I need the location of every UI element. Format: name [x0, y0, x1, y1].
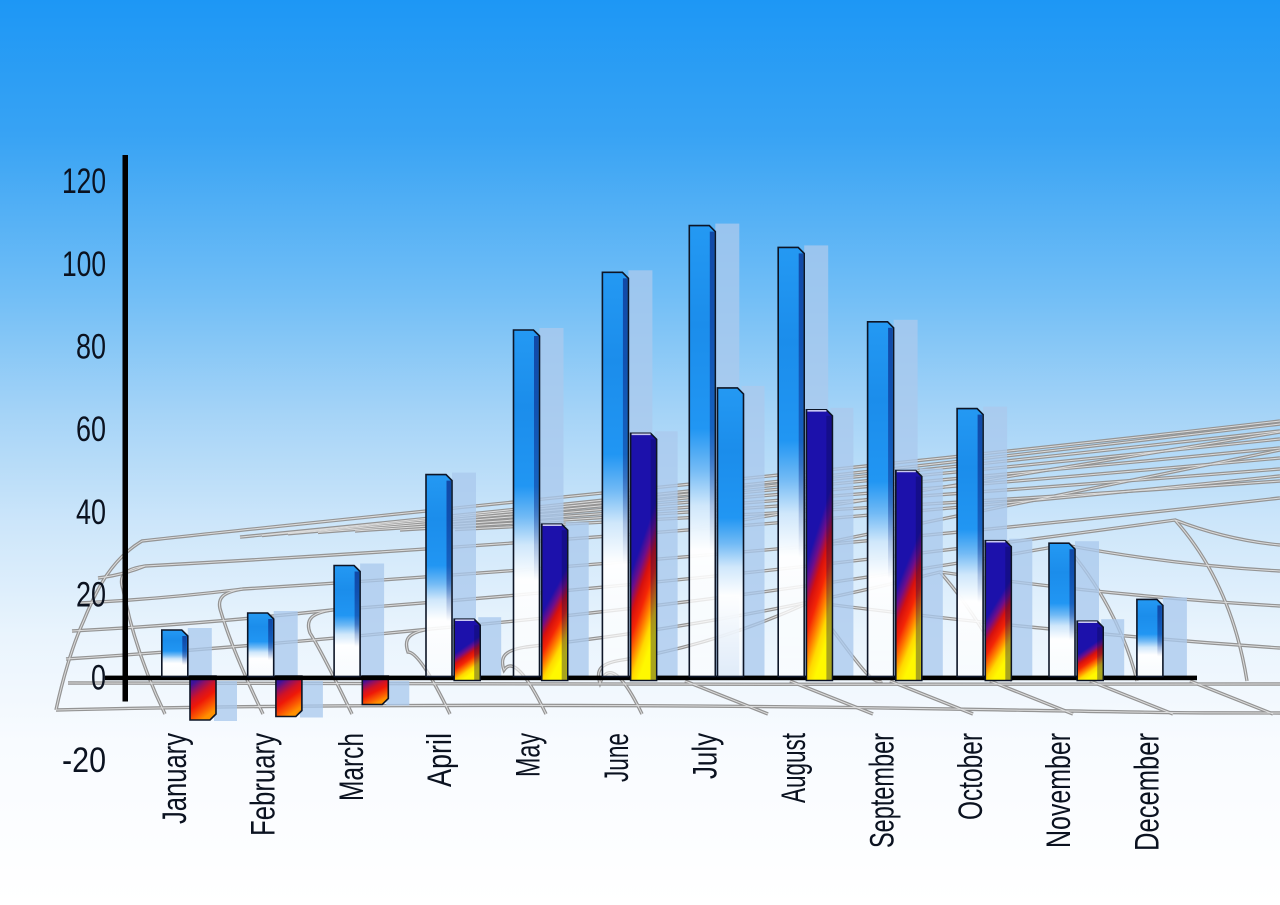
svg-text:August: August [775, 733, 813, 803]
svg-text:April: April [421, 733, 459, 787]
svg-text:60: 60 [76, 410, 106, 449]
svg-text:December: December [1129, 733, 1167, 851]
svg-text:October: October [952, 733, 990, 820]
svg-text:September: September [863, 733, 901, 848]
svg-text:January: January [156, 733, 194, 824]
svg-text:February: February [244, 733, 282, 836]
svg-text:20: 20 [76, 576, 106, 615]
svg-text:June: June [598, 733, 636, 782]
svg-text:0: 0 [91, 658, 106, 697]
svg-text:-20: -20 [62, 741, 106, 780]
svg-text:80: 80 [76, 328, 106, 367]
svg-text:March: March [333, 733, 371, 801]
svg-text:120: 120 [62, 162, 106, 201]
svg-text:100: 100 [62, 245, 106, 284]
svg-text:November: November [1040, 733, 1078, 848]
svg-text:May: May [510, 733, 548, 777]
svg-text:July: July [687, 733, 725, 779]
svg-text:40: 40 [76, 493, 106, 532]
